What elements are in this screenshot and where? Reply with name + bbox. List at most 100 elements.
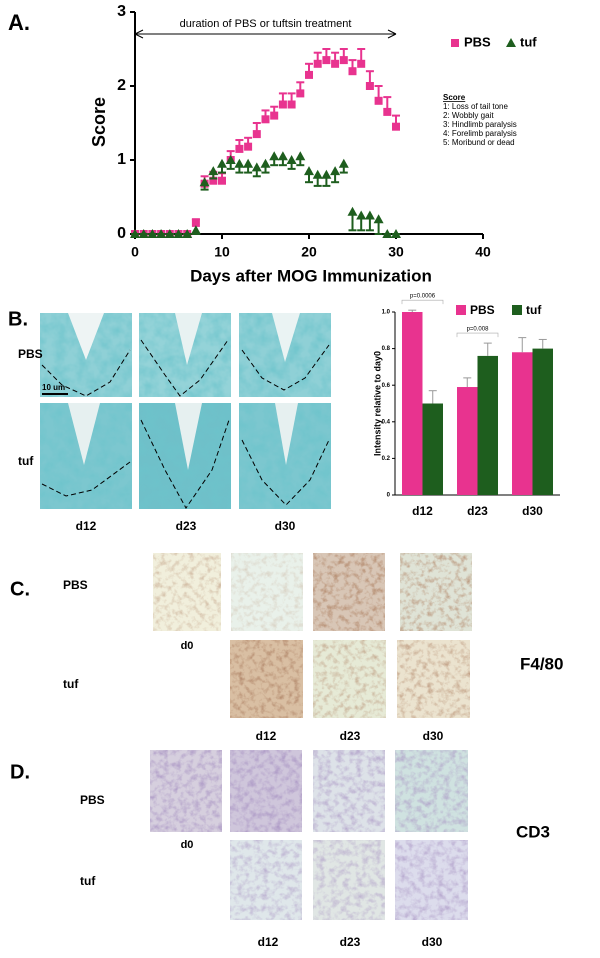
y-tick-label: 0.8 bbox=[382, 346, 391, 352]
x-tick-label: d12 bbox=[412, 504, 433, 518]
micrograph-texture bbox=[395, 840, 468, 920]
column-label: d23 bbox=[340, 729, 361, 743]
y-tick-label: 3 bbox=[117, 3, 126, 20]
panel-d-images bbox=[150, 750, 468, 920]
data-point bbox=[373, 214, 384, 224]
arrow-head bbox=[134, 29, 144, 39]
y-tick-label: 0.6 bbox=[382, 383, 391, 389]
scale-bar-label: 10 um bbox=[42, 383, 65, 392]
panel-label: A. bbox=[8, 10, 30, 35]
panel-b-images bbox=[40, 313, 331, 509]
micrograph bbox=[40, 313, 132, 397]
legend-label: PBS bbox=[464, 34, 491, 49]
panel-label: B. bbox=[8, 308, 28, 330]
data-point bbox=[260, 158, 271, 168]
data-point bbox=[356, 210, 367, 220]
data-point bbox=[383, 107, 392, 116]
data-point bbox=[225, 155, 236, 164]
p-value: p=0.008 bbox=[467, 327, 490, 333]
bar bbox=[457, 387, 478, 495]
column-label: d30 bbox=[423, 729, 444, 743]
micrograph-texture bbox=[313, 553, 385, 631]
baseline-label: d0 bbox=[181, 640, 194, 652]
y-axis-label: Score bbox=[89, 97, 109, 147]
data-point bbox=[321, 169, 332, 179]
score-legend-item: 1: Loss of tail tone bbox=[443, 102, 508, 111]
score-legend-item: 2: Wobbly gait bbox=[443, 111, 494, 120]
x-tick-label: d23 bbox=[467, 504, 488, 518]
legend-label: PBS bbox=[470, 303, 495, 317]
micrograph bbox=[239, 313, 331, 397]
data-point bbox=[296, 89, 305, 98]
data-point bbox=[218, 176, 226, 185]
data-point bbox=[305, 70, 313, 79]
score-legend-item: 3: Hindlimb paralysis bbox=[443, 120, 517, 129]
bar bbox=[422, 403, 443, 495]
data-point bbox=[391, 229, 401, 238]
micrograph-texture bbox=[231, 553, 303, 631]
micrograph bbox=[139, 313, 231, 397]
stain-label: CD3 bbox=[516, 822, 550, 841]
micrograph-texture bbox=[395, 750, 468, 832]
bar bbox=[532, 348, 553, 495]
column-label: d23 bbox=[176, 519, 197, 533]
data-point bbox=[339, 56, 348, 65]
row-label: tuf bbox=[63, 677, 79, 691]
data-point bbox=[130, 229, 140, 238]
score-legend-title: Score bbox=[443, 93, 466, 102]
data-point bbox=[330, 166, 341, 176]
data-point bbox=[295, 151, 306, 161]
x-axis-label: Days after MOG Immunization bbox=[190, 266, 432, 285]
data-point bbox=[365, 82, 374, 90]
data-point bbox=[338, 158, 349, 168]
score-legend-item: 5: Moribund or dead bbox=[443, 138, 515, 147]
data-point bbox=[173, 229, 184, 238]
x-tick-label: 10 bbox=[214, 244, 230, 260]
data-point bbox=[244, 142, 253, 151]
micrograph bbox=[40, 403, 132, 509]
column-label: d12 bbox=[258, 935, 279, 949]
y-tick-label: 0.2 bbox=[382, 456, 391, 462]
legend-label: tuf bbox=[526, 303, 542, 317]
data-point bbox=[392, 122, 400, 131]
panel-c-images bbox=[153, 553, 472, 718]
data-point bbox=[269, 151, 280, 161]
data-point bbox=[347, 206, 358, 216]
x-tick-label: 30 bbox=[388, 244, 404, 260]
micrograph-texture bbox=[150, 750, 222, 832]
row-label: PBS bbox=[80, 793, 105, 807]
data-point bbox=[234, 158, 245, 168]
data-point bbox=[322, 56, 331, 65]
x-tick-label: 0 bbox=[131, 244, 139, 260]
data-point bbox=[199, 177, 210, 187]
micrograph-texture bbox=[230, 750, 302, 832]
x-tick-label: 40 bbox=[475, 244, 491, 260]
data-point bbox=[261, 115, 270, 124]
data-point bbox=[270, 111, 279, 120]
data-point bbox=[331, 59, 340, 68]
data-point bbox=[252, 130, 261, 139]
arrow-head bbox=[387, 29, 397, 39]
data-point bbox=[304, 166, 314, 176]
micrograph bbox=[239, 403, 331, 509]
row-label: PBS bbox=[18, 347, 43, 361]
data-point bbox=[277, 151, 288, 161]
legend-label: tuf bbox=[520, 34, 537, 49]
data-point bbox=[278, 100, 287, 109]
y-tick-label: 2 bbox=[117, 77, 126, 94]
data-point bbox=[313, 59, 322, 68]
y-tick-label: 1 bbox=[117, 151, 126, 168]
bar bbox=[402, 312, 423, 495]
bar bbox=[512, 352, 533, 495]
data-point bbox=[357, 59, 366, 68]
micrograph-texture bbox=[313, 750, 385, 832]
significance-bracket bbox=[401, 299, 444, 305]
score-legend-item: 4: Forelimb paralysis bbox=[443, 129, 517, 138]
y-tick-label: 0 bbox=[387, 493, 391, 499]
micrograph bbox=[139, 403, 231, 509]
panel-label: C. bbox=[10, 578, 30, 600]
data-point bbox=[364, 210, 375, 220]
column-label: d30 bbox=[422, 935, 443, 949]
data-point bbox=[190, 225, 201, 235]
